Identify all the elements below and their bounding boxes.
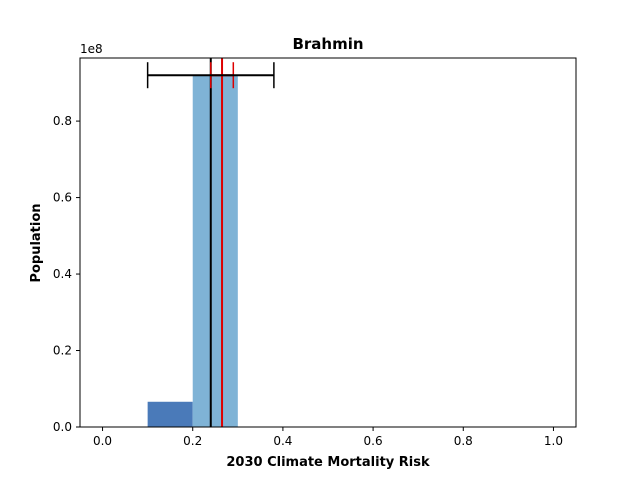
x-axis-label: 2030 Climate Mortality Risk <box>226 455 430 470</box>
y-axis-label: Population <box>29 203 44 282</box>
x-tick-label-1: 0.2 <box>183 434 202 448</box>
y-tick-label-4: 0.8 <box>53 114 72 128</box>
chart-title: Brahmin <box>292 35 363 53</box>
histogram-bar-1 <box>192 75 238 428</box>
plot-frame <box>79 57 577 428</box>
y-tick-label-1: 0.2 <box>53 344 72 358</box>
x-tick-label-3: 0.6 <box>364 434 383 448</box>
y-axis-ticks: 0.0 0.2 0.4 0.6 0.8 <box>53 114 80 434</box>
lines-layer <box>146 58 275 427</box>
y-tick-label-3: 0.6 <box>53 191 72 205</box>
x-tick-label-4: 0.8 <box>454 434 473 448</box>
histogram-bar-0 <box>147 401 193 427</box>
bars-layer <box>147 75 238 428</box>
y-tick-label-0: 0.0 <box>53 420 72 434</box>
x-axis-ticks: 0.0 0.2 0.4 0.6 0.8 1.0 <box>93 427 563 448</box>
y-axis-offset-label: 1e8 <box>80 42 103 56</box>
x-tick-label-2: 0.4 <box>273 434 292 448</box>
x-tick-label-5: 1.0 <box>544 434 563 448</box>
x-tick-label-0: 0.0 <box>93 434 112 448</box>
y-tick-label-2: 0.4 <box>53 267 72 281</box>
